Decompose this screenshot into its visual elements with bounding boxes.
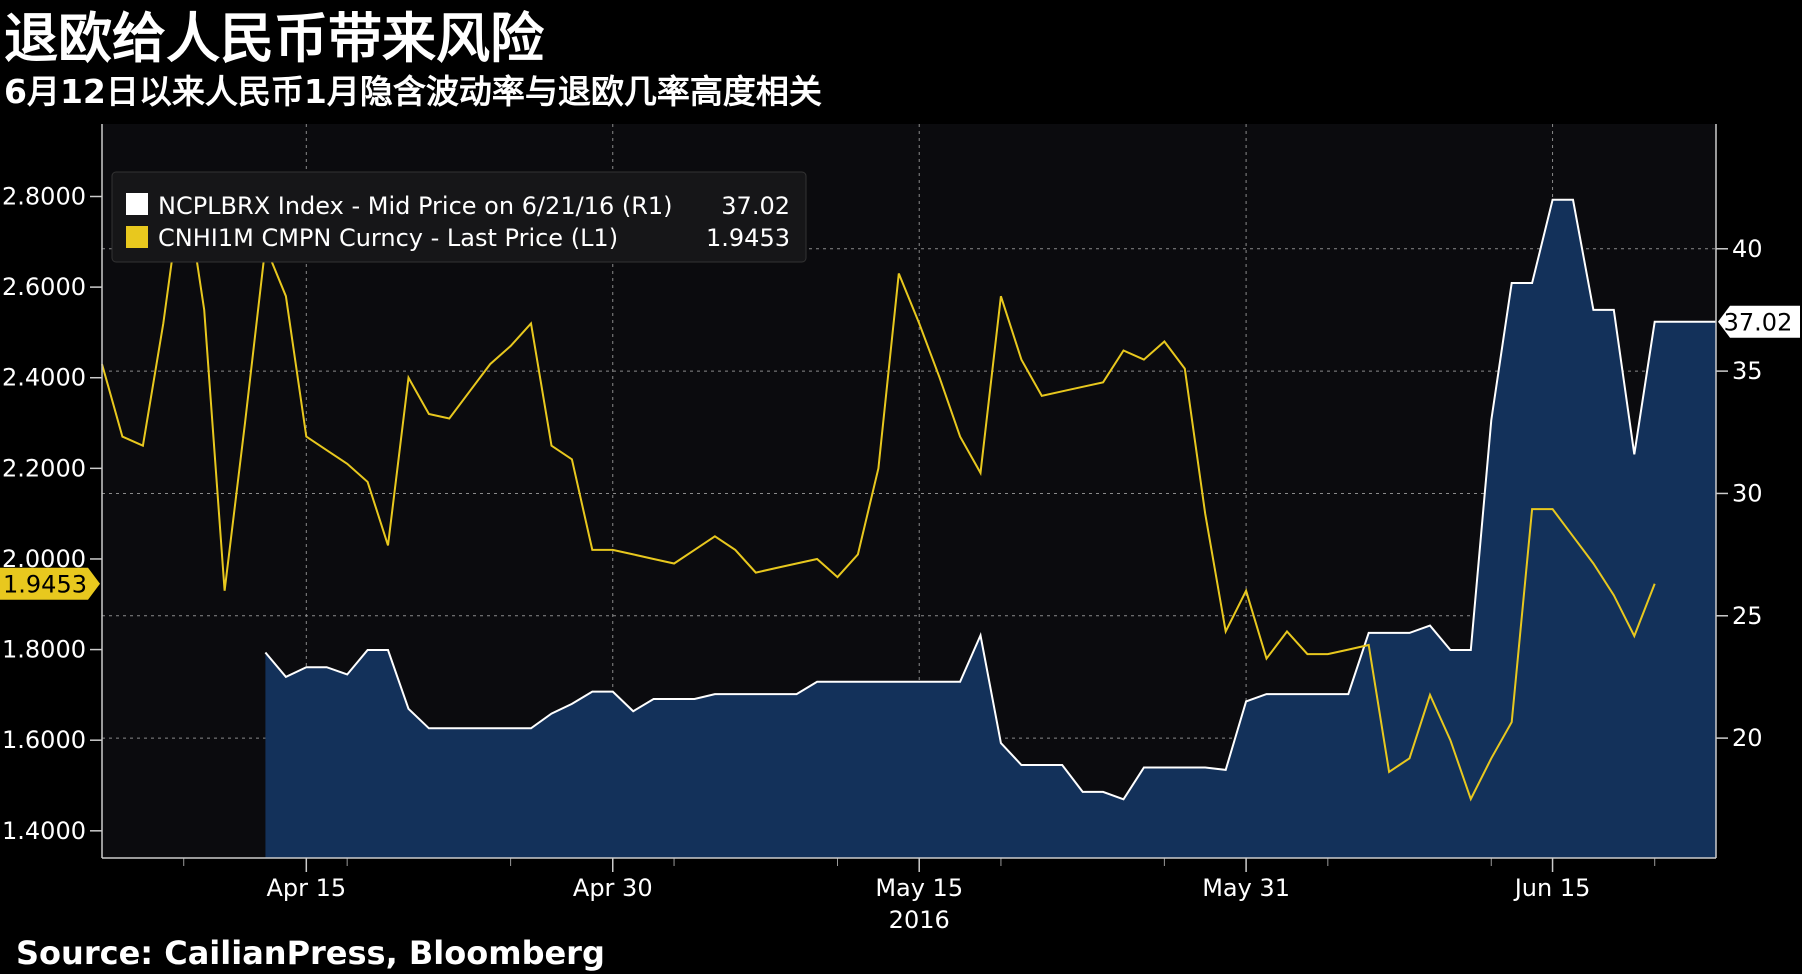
right-y-tick-label: 25 xyxy=(1732,602,1763,630)
left-y-tick-label: 1.6000 xyxy=(2,726,86,754)
x-tick-label: Jun 15 xyxy=(1513,874,1591,902)
left-y-tick-label: 2.2000 xyxy=(2,454,86,482)
right-y-tick-label: 40 xyxy=(1732,235,1763,263)
legend-box xyxy=(111,171,807,263)
x-tick-label: May 31 xyxy=(1202,874,1290,902)
x-tick-label: Apr 30 xyxy=(573,874,653,902)
left-y-tick-label: 2.4000 xyxy=(2,364,86,392)
legend: NCPLBRX Index - Mid Price on 6/21/16 (R1… xyxy=(111,171,807,263)
left-y-tick-label: 1.8000 xyxy=(2,636,86,664)
chart-subtitle: 6月12日以来人民币1月隐含波动率与退欧几率高度相关 xyxy=(4,72,822,111)
source-note: Source: CailianPress, Bloomberg xyxy=(16,934,605,972)
ncplbrx-area xyxy=(265,199,1716,859)
legend-value-cnhi1m: 1.9453 xyxy=(706,224,790,252)
right-y-tick-label: 35 xyxy=(1732,357,1763,385)
left-y-tick-label: 1.4000 xyxy=(2,817,86,845)
legend-swatch-ncplbrx xyxy=(126,193,148,215)
cnhi1m-end-label: 1.9453 xyxy=(3,571,87,599)
legend-value-ncplbrx: 37.02 xyxy=(721,192,790,220)
x-axis-title: 2016 xyxy=(889,906,950,930)
legend-label-cnhi1m: CNHI1M CMPN Curncy - Last Price (L1) xyxy=(158,224,618,252)
x-tick-label: May 15 xyxy=(875,874,963,902)
left-y-tick-label: 2.6000 xyxy=(2,273,86,301)
legend-label-ncplbrx: NCPLBRX Index - Mid Price on 6/21/16 (R1… xyxy=(158,192,673,220)
dual-axis-line-chart: Apr 15 Apr 30 May 15 May 31 Jun 15 2016 20 25 30… xyxy=(0,124,1800,930)
ncplbrx-end-label-box xyxy=(1718,305,1800,338)
x-tick-label: Apr 15 xyxy=(266,874,346,902)
ncplbrx-end-label: 37.02 xyxy=(1724,309,1793,337)
right-y-tick-label: 20 xyxy=(1732,724,1763,752)
cnhi1m-series-line xyxy=(101,173,1656,802)
ncplbrx-series-line xyxy=(264,198,1716,801)
left-y-tick-label: 2.8000 xyxy=(2,182,86,210)
cnhi1m-end-label-box xyxy=(0,567,100,600)
right-y-tick-label: 30 xyxy=(1732,479,1763,507)
chart-title: 退欧给人民币带来风险 xyxy=(4,7,544,70)
legend-swatch-cnhi1m xyxy=(126,226,148,248)
end-value-labels: 37.02 1.9453 xyxy=(0,305,1800,600)
